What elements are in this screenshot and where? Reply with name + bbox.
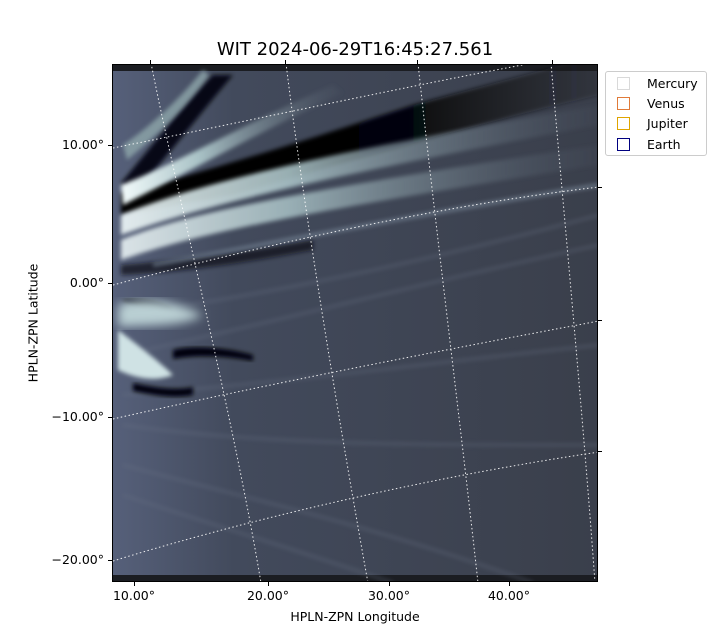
y-tick-label: 0.00° (69, 275, 104, 290)
y-tick-mark (108, 417, 112, 418)
x-tick-mark (134, 582, 135, 586)
legend-swatch-earth (617, 138, 630, 151)
legend: Mercury Venus Jupiter Earth (605, 71, 707, 156)
x-tick-label: 20.00° (246, 588, 290, 603)
y-tick-label: −10.00° (51, 409, 104, 424)
y-tick-mark (108, 145, 112, 146)
y-axis-label: HPLN-ZPN Latitude (25, 263, 41, 383)
legend-swatch-venus (617, 97, 630, 110)
plot-title: WIT 2024-06-29T16:45:27.561 (216, 39, 494, 60)
y-tick-label: −20.00° (51, 552, 104, 567)
x-tick-mark (389, 582, 390, 586)
y-tick-mark-right (598, 187, 602, 188)
legend-label: Earth (647, 137, 681, 152)
y-tick-mark-right (598, 320, 602, 321)
image-canvas (113, 65, 597, 581)
x-tick-mark (268, 582, 269, 586)
x-tick-mark-top (552, 60, 553, 64)
legend-label: Jupiter (647, 116, 688, 131)
x-tick-mark-top (150, 60, 151, 64)
legend-label: Venus (647, 96, 685, 111)
x-tick-label: 10.00° (112, 588, 156, 603)
x-tick-mark-top (417, 60, 418, 64)
heliospheric-image[interactable] (112, 64, 598, 582)
x-tick-mark-top (285, 60, 286, 64)
x-tick-label: 40.00° (487, 588, 531, 603)
legend-swatch-mercury (617, 77, 630, 90)
x-tick-mark (509, 582, 510, 586)
y-tick-mark (108, 283, 112, 284)
y-tick-label: 10.00° (61, 137, 104, 152)
y-tick-mark-right (598, 451, 602, 452)
x-axis-label: HPLN-ZPN Longitude (290, 609, 420, 624)
legend-label: Mercury (647, 76, 698, 91)
legend-swatch-jupiter (617, 117, 630, 130)
x-tick-label: 30.00° (367, 588, 411, 603)
y-tick-mark (108, 560, 112, 561)
